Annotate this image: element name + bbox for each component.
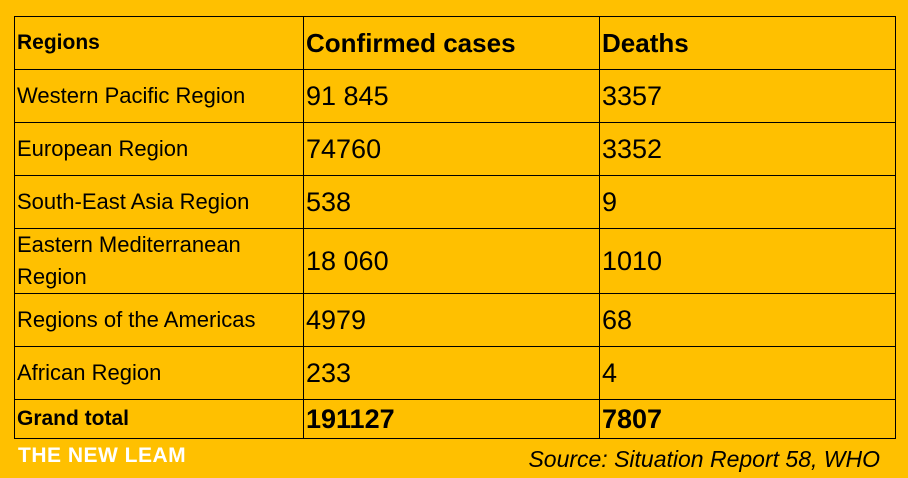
deaths-cell: 4 xyxy=(599,346,896,400)
region-cell: South-East Asia Region xyxy=(14,175,304,229)
deaths-cell: 68 xyxy=(599,293,896,347)
table-row: African Region 233 4 xyxy=(14,346,896,400)
confirmed-cell: 91 845 xyxy=(303,69,600,123)
region-cell: African Region xyxy=(14,346,304,400)
header-regions: Regions xyxy=(14,16,304,70)
deaths-cell: 3357 xyxy=(599,69,896,123)
region-cell: Eastern Mediterranean Region xyxy=(14,228,304,294)
table-row: Eastern Mediterranean Region 18 060 1010 xyxy=(14,228,896,294)
cases-table: Regions Confirmed cases Deaths Western P… xyxy=(14,16,896,439)
region-cell: Western Pacific Region xyxy=(14,69,304,123)
grand-total-label: Grand total xyxy=(14,399,304,439)
table-row: Western Pacific Region 91 845 3357 xyxy=(14,69,896,123)
header-confirmed-cases: Confirmed cases xyxy=(303,16,600,70)
confirmed-cell: 18 060 xyxy=(303,228,600,294)
header-deaths: Deaths xyxy=(599,16,896,70)
grand-total-deaths: 7807 xyxy=(599,399,896,439)
table-row: Regions of the Americas 4979 68 xyxy=(14,293,896,347)
confirmed-cell: 74760 xyxy=(303,122,600,176)
region-cell: European Region xyxy=(14,122,304,176)
grand-total-confirmed: 191127 xyxy=(303,399,600,439)
confirmed-cell: 4979 xyxy=(303,293,600,347)
source-citation: Source: Situation Report 58, WHO xyxy=(528,446,880,472)
grand-total-row: Grand total 191127 7807 xyxy=(14,399,896,439)
confirmed-cell: 538 xyxy=(303,175,600,229)
deaths-cell: 1010 xyxy=(599,228,896,294)
table-row: European Region 74760 3352 xyxy=(14,122,896,176)
table-row: South-East Asia Region 538 9 xyxy=(14,175,896,229)
brand-logo-text: THE NEW LEAM xyxy=(18,444,187,467)
deaths-cell: 9 xyxy=(599,175,896,229)
table-header-row: Regions Confirmed cases Deaths xyxy=(14,16,896,70)
region-cell: Regions of the Americas xyxy=(14,293,304,347)
confirmed-cell: 233 xyxy=(303,346,600,400)
deaths-cell: 3352 xyxy=(599,122,896,176)
